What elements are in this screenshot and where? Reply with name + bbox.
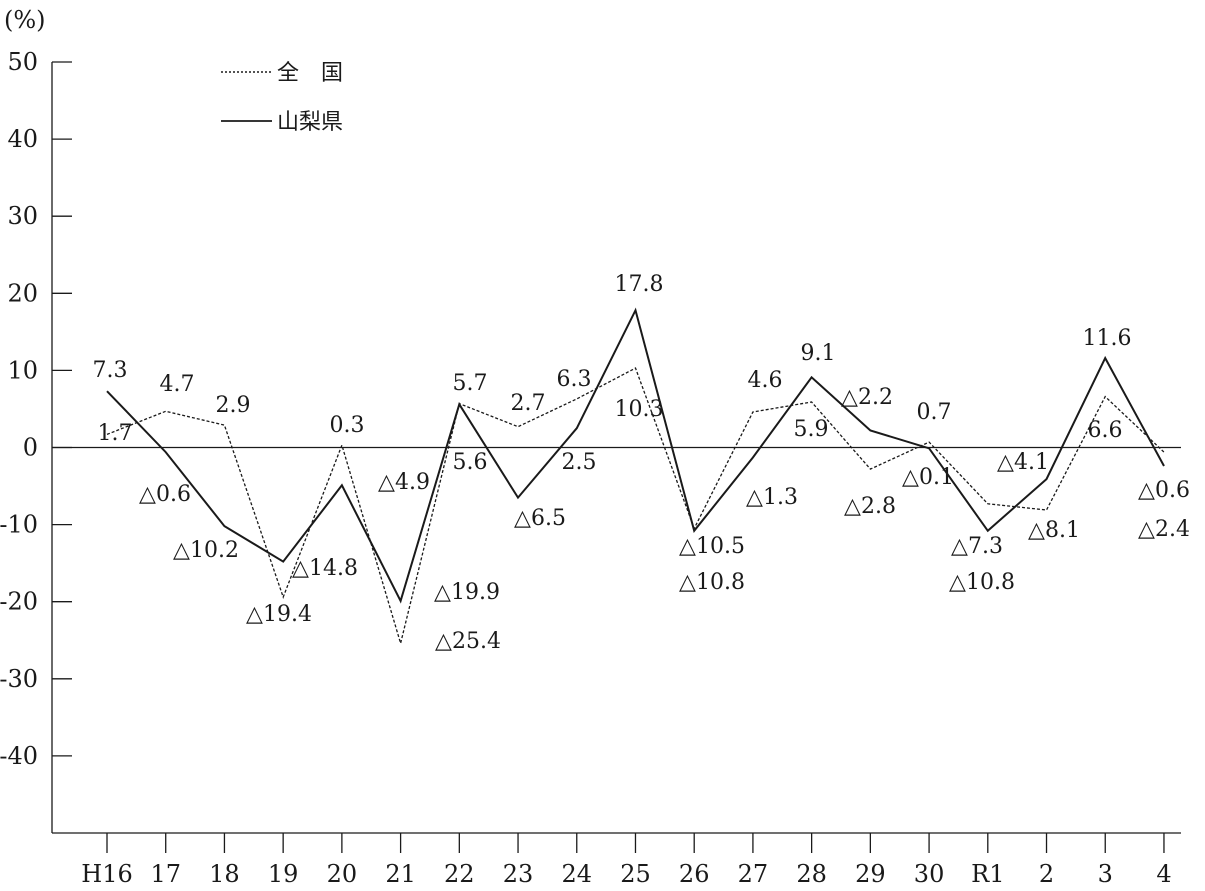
data-labels: 1.7 4.7 2.9 △19.4 0.3 △25.4 5.7 2.7 6.3 10.3 △10.5… <box>93 272 1190 654</box>
yamanashi-data-label: △10.8 <box>679 570 745 595</box>
yamanashi-data-label: △6.5 <box>514 506 566 531</box>
national-data-label: △2.8 <box>844 494 896 519</box>
x-tick-label: 21 <box>385 860 416 888</box>
yamanashi-series-line <box>106 307 1165 604</box>
y-tick-label: 0 <box>23 434 38 462</box>
national-data-label: △19.4 <box>246 602 312 627</box>
x-tick-label: 18 <box>209 860 240 888</box>
y-tick-label: -30 <box>0 665 38 693</box>
national-series-line <box>106 367 1165 646</box>
x-tick-label: R1 <box>971 860 1004 888</box>
x-tick-label: 25 <box>620 860 651 888</box>
y-tick-label: 10 <box>7 356 38 384</box>
x-tick-label: 24 <box>561 860 592 888</box>
y-tick-label: 20 <box>7 279 38 307</box>
x-tick-label: 26 <box>679 860 710 888</box>
yamanashi-data-label: 17.8 <box>615 272 664 297</box>
x-tick-label: 30 <box>914 860 945 888</box>
unit-label: (%) <box>4 6 46 34</box>
national-data-label: 4.7 <box>160 372 195 397</box>
x-tick-label: 28 <box>796 860 827 888</box>
yamanashi-data-label: △10.8 <box>949 570 1015 595</box>
national-data-label: 1.7 <box>98 421 133 446</box>
yamanashi-data-label: △19.9 <box>434 580 500 605</box>
axes <box>51 62 1181 834</box>
national-data-label: 4.6 <box>748 368 783 393</box>
legend-label-yamanashi: 山梨県 <box>277 110 343 135</box>
x-tick-label: 3 <box>1098 860 1113 888</box>
yamanashi-data-label: △4.1 <box>997 450 1049 475</box>
y-tick-label: 30 <box>7 202 38 230</box>
y-tick-label: -20 <box>0 588 38 616</box>
y-ticks: 50 40 30 20 10 0 -10 -20 -30 -40 <box>0 48 72 770</box>
yamanashi-data-label: 5.6 <box>453 450 488 475</box>
legend: 全 国 山梨県 <box>221 61 343 135</box>
y-tick-label: -10 <box>0 511 38 539</box>
national-data-label: △8.1 <box>1028 518 1080 543</box>
x-tick-label: 19 <box>268 860 299 888</box>
national-data-label: 6.3 <box>557 367 592 392</box>
yamanashi-data-label: 11.6 <box>1083 326 1132 351</box>
national-data-label: 2.7 <box>511 391 546 416</box>
legend-label-national: 全 国 <box>277 61 343 86</box>
national-data-label: △0.6 <box>1138 478 1190 503</box>
x-ticks: H16 17 18 19 20 21 22 23 24 25 26 27 28 29 30 R1 2 3 4 <box>81 833 1172 888</box>
y-tick-label: -40 <box>0 742 38 770</box>
yamanashi-data-label: △4.9 <box>378 470 430 495</box>
national-data-label: △7.3 <box>951 534 1003 559</box>
series-lines <box>106 307 1165 646</box>
national-data-label: 0.7 <box>917 400 952 425</box>
y-tick-label: 50 <box>7 48 38 76</box>
national-data-label: △25.4 <box>435 629 501 654</box>
national-data-label: 2.9 <box>216 393 251 418</box>
national-data-label: △10.5 <box>679 534 745 559</box>
yamanashi-data-label: △2.2 <box>841 385 893 410</box>
x-tick-label: 20 <box>327 860 358 888</box>
y-tick-label: 40 <box>7 125 38 153</box>
x-tick-label: 23 <box>503 860 534 888</box>
yamanashi-data-label: △0.1 <box>902 465 954 490</box>
x-tick-label: H16 <box>81 860 132 888</box>
national-data-label: 0.3 <box>330 413 365 438</box>
x-tick-label: 4 <box>1156 860 1171 888</box>
yamanashi-data-label: 7.3 <box>93 358 128 383</box>
x-tick-label: 29 <box>855 860 886 888</box>
x-tick-label: 27 <box>738 860 769 888</box>
yamanashi-data-label: △14.8 <box>292 556 358 581</box>
yamanashi-data-label: △0.6 <box>139 482 191 507</box>
x-tick-label: 2 <box>1039 860 1054 888</box>
yamanashi-data-label: △2.4 <box>1138 517 1190 542</box>
national-data-label: 6.6 <box>1088 418 1123 443</box>
yamanashi-data-label: △10.2 <box>173 538 239 563</box>
yamanashi-data-label: △1.3 <box>746 485 798 510</box>
x-tick-label: 22 <box>444 860 475 888</box>
x-tick-label: 17 <box>150 860 181 888</box>
national-data-label: 5.9 <box>794 417 829 442</box>
yamanashi-data-label: 9.1 <box>801 341 836 366</box>
national-data-label: 10.3 <box>615 397 664 422</box>
national-data-label: 5.7 <box>453 371 488 396</box>
yamanashi-data-label: 2.5 <box>562 450 597 475</box>
